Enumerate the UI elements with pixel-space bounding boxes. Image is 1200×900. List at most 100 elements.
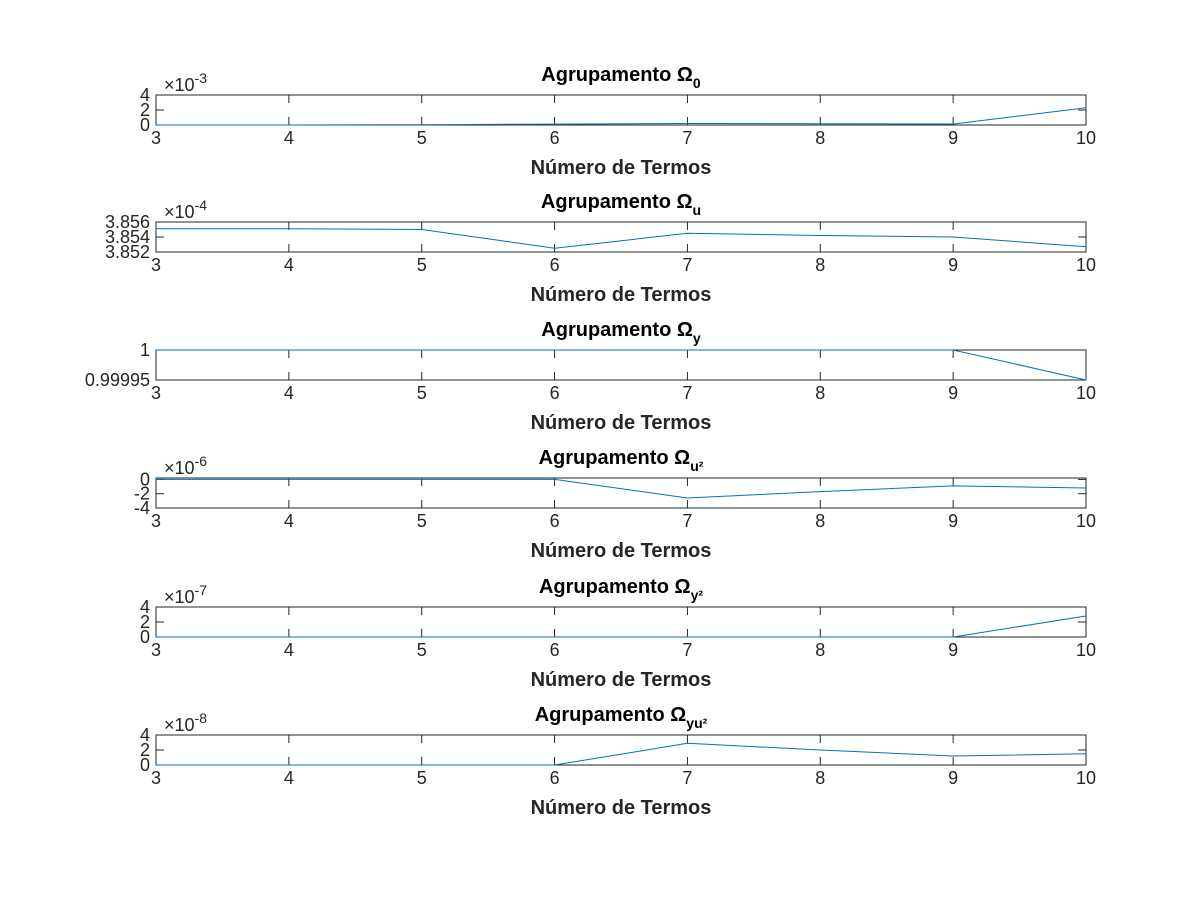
- data-point: [1085, 753, 1087, 755]
- data-point: [819, 636, 821, 638]
- exponent-base: ×10: [164, 75, 195, 95]
- y-tick-label: 4: [140, 597, 150, 617]
- exponent-power: -8: [195, 710, 208, 726]
- title-subscript: yu²: [686, 715, 707, 731]
- x-tick-label: 10: [1076, 128, 1096, 148]
- x-tick-label: 6: [550, 640, 560, 660]
- data-point: [819, 349, 821, 351]
- data-point: [288, 764, 290, 766]
- x-tick-label: 8: [815, 640, 825, 660]
- exponent-power: -7: [195, 582, 208, 598]
- data-point: [155, 636, 157, 638]
- data-point: [686, 123, 688, 124]
- exponent-label: ×10-6: [164, 453, 207, 478]
- series-line: [156, 107, 1087, 126]
- subplot-title: Agrupamento Ωu: [541, 191, 701, 218]
- exponent-label: ×10-7: [164, 582, 207, 607]
- axes-box: [155, 349, 1087, 381]
- data-point: [1085, 107, 1087, 109]
- data-point: [819, 749, 821, 751]
- x-tick-label: 5: [417, 511, 427, 531]
- title-subscript: y: [693, 330, 701, 346]
- y-tick-label: 3.854: [105, 227, 150, 247]
- x-tick-label: 10: [1076, 768, 1096, 788]
- x-tick-label: 5: [417, 128, 427, 148]
- x-tick-label: 9: [948, 128, 958, 148]
- data-point: [554, 478, 556, 480]
- x-axis-label: Número de Termos: [531, 412, 712, 434]
- data-point: [421, 124, 423, 126]
- y-tick-label: 2: [140, 612, 150, 632]
- exponent-power: -6: [195, 453, 208, 469]
- data-point: [554, 123, 556, 125]
- data-point: [819, 123, 821, 125]
- data-point: [1085, 246, 1087, 248]
- x-tick-label: 10: [1076, 383, 1096, 403]
- exponent-base: ×10: [164, 715, 195, 735]
- x-tick-label: 9: [948, 383, 958, 403]
- data-point: [952, 636, 954, 638]
- x-tick-label: 4: [284, 255, 294, 275]
- x-tick-label: 7: [682, 768, 692, 788]
- data-point: [952, 123, 954, 125]
- data-point: [155, 349, 157, 351]
- x-tick-label: 7: [682, 640, 692, 660]
- y-tick-label: 1: [140, 340, 150, 360]
- data-point: [952, 755, 954, 757]
- title-main: Agrupamento Ω: [541, 319, 693, 341]
- y-tick-label: 2: [140, 100, 150, 120]
- x-tick-label: 3: [151, 640, 161, 660]
- y-tick-label: -2: [134, 484, 150, 504]
- x-tick-label: 8: [815, 768, 825, 788]
- x-tick-label: 10: [1076, 640, 1096, 660]
- subplot-title: Agrupamento Ωy: [541, 319, 701, 346]
- title-subscript: 0: [693, 75, 701, 91]
- subplot-3: Agrupamento Ωy 3 4 5 6 7 8 9 10 0.99995 1 Número de…: [85, 319, 1096, 434]
- x-tick-label: 7: [682, 255, 692, 275]
- x-tick-label: 7: [682, 383, 692, 403]
- x-tick-label: 6: [550, 383, 560, 403]
- x-tick-label: 6: [550, 511, 560, 531]
- title-main: Agrupamento Ω: [541, 64, 693, 86]
- x-axis-label: Número de Termos: [531, 797, 712, 819]
- x-tick-label: 9: [948, 640, 958, 660]
- title-main: Agrupamento Ω: [541, 191, 693, 213]
- data-point: [288, 124, 290, 126]
- data-point: [686, 497, 688, 499]
- data-point: [554, 636, 556, 638]
- data-point: [288, 636, 290, 638]
- subplot-6: Agrupamento Ωyu²×10-83 4 5 6 7 8 9 10024Número …: [140, 704, 1096, 819]
- axes-box: [155, 734, 1087, 766]
- x-tick-label: 3: [151, 511, 161, 531]
- x-tick-label: 6: [550, 128, 560, 148]
- y-tick-label: 3.852: [105, 242, 150, 262]
- x-tick-label: 3: [151, 768, 161, 788]
- x-tick-label: 4: [284, 128, 294, 148]
- x-tick-label: 8: [815, 383, 825, 403]
- data-point: [421, 764, 423, 766]
- y-tick-label: 0: [140, 469, 150, 489]
- x-tick-label: 9: [948, 511, 958, 531]
- data-point: [554, 349, 556, 351]
- data-point: [686, 742, 688, 744]
- y-tick-label: 2: [140, 740, 150, 760]
- title-subscript: u²: [690, 458, 704, 474]
- title-subscript: y²: [691, 587, 704, 603]
- x-tick-label: 7: [682, 511, 692, 531]
- data-point: [554, 247, 556, 249]
- exponent-power: -4: [195, 197, 208, 213]
- x-tick-label: 8: [815, 255, 825, 275]
- y-tick-label: 0.99995: [85, 370, 150, 390]
- x-tick-label: 5: [417, 768, 427, 788]
- exponent-label: ×10-4: [164, 197, 207, 222]
- exponent-base: ×10: [164, 202, 195, 222]
- x-tick-label: 3: [151, 128, 161, 148]
- data-point: [421, 229, 423, 230]
- data-point: [155, 478, 157, 480]
- y-tick-label: 4: [140, 725, 150, 745]
- x-tick-label: 6: [550, 255, 560, 275]
- data-point: [952, 236, 954, 238]
